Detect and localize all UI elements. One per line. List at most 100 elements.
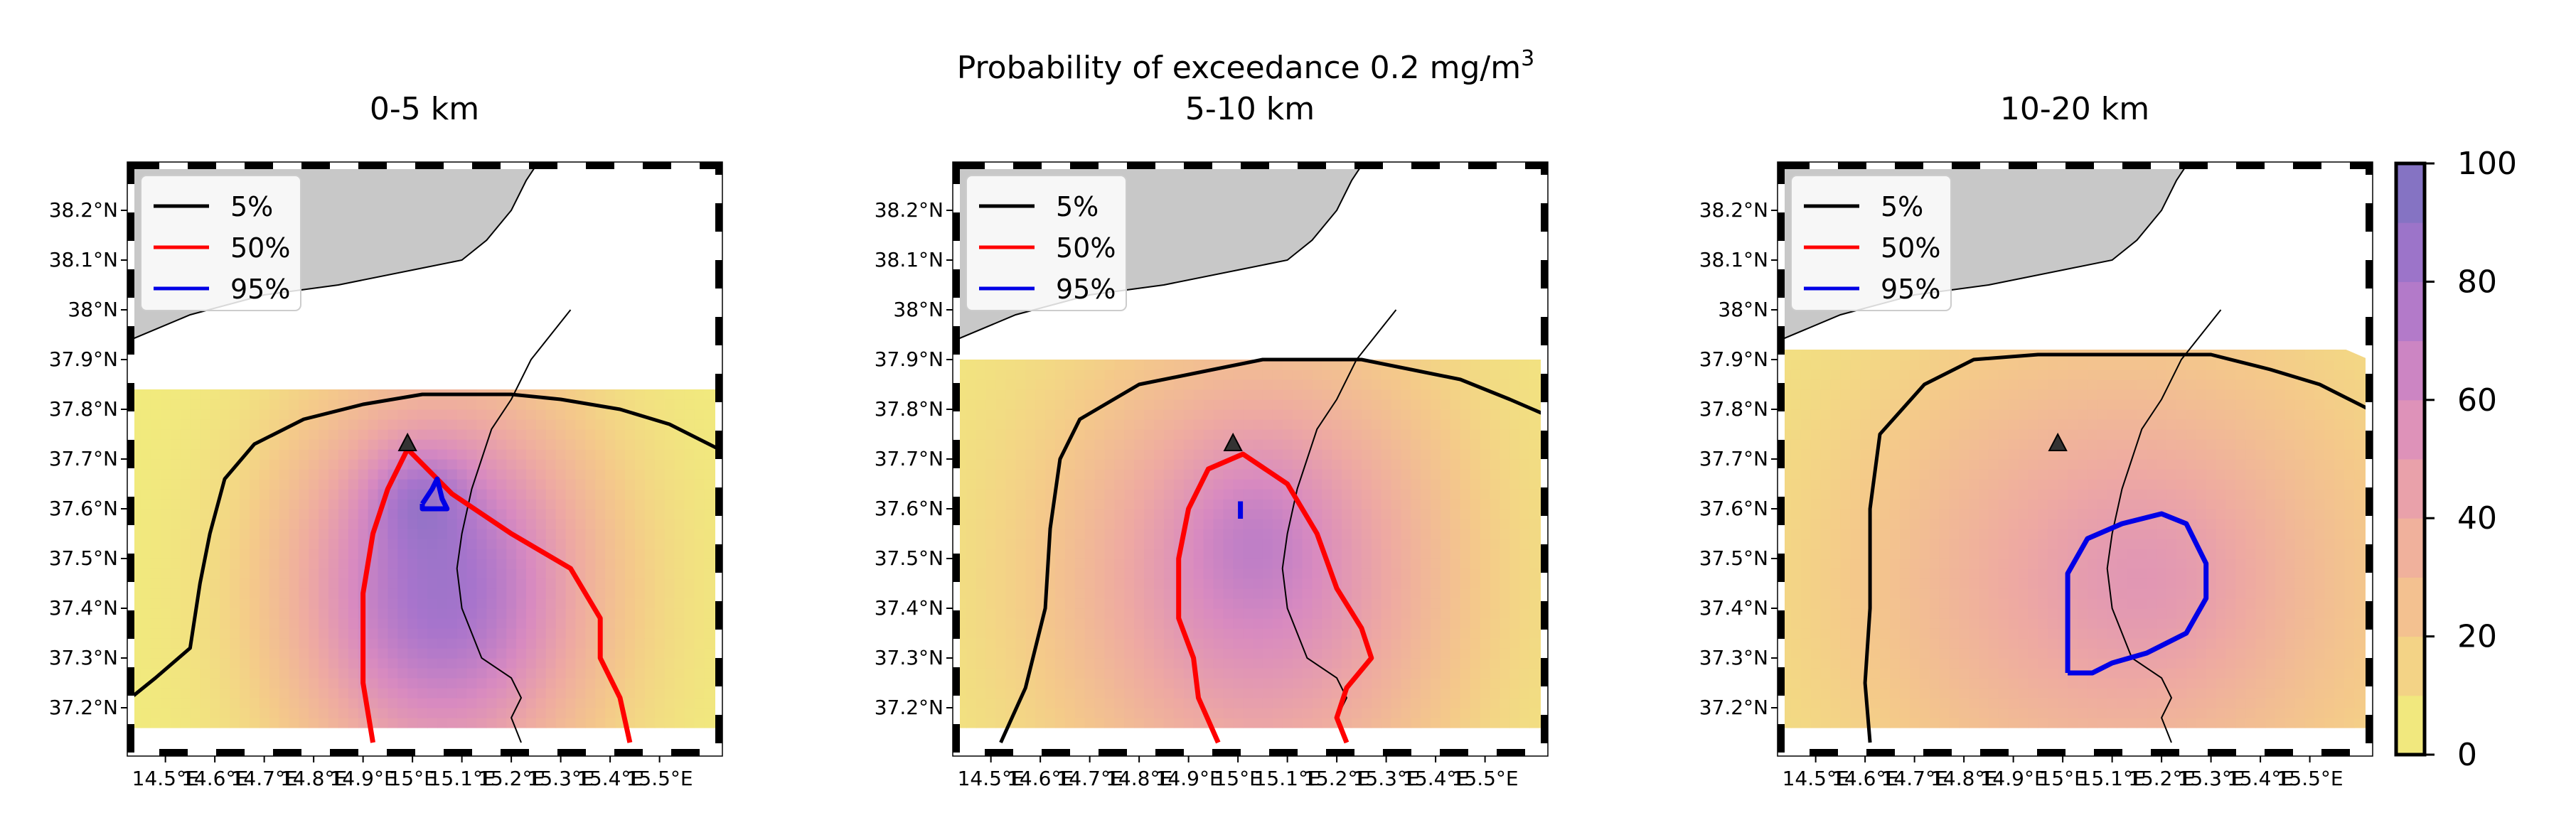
y-tick-label: 38.1°N — [49, 248, 118, 271]
heatmap-cell — [417, 668, 428, 679]
heatmap-cell — [230, 399, 240, 410]
heatmap-cell — [338, 578, 349, 589]
heatmap-cell — [1213, 688, 1224, 699]
heatmap-cell — [1243, 618, 1254, 629]
heatmap-cell — [1094, 698, 1106, 708]
heatmap-cell — [1015, 389, 1026, 400]
heatmap-cell — [1352, 588, 1362, 599]
heatmap-cell — [259, 698, 270, 708]
heatmap-cell — [1450, 360, 1461, 370]
heatmap-cell — [2334, 718, 2345, 728]
heatmap-cell — [309, 658, 319, 669]
heatmap-cell — [1401, 519, 1411, 529]
heatmap-cell — [1381, 678, 1392, 689]
heatmap-cell — [170, 588, 181, 599]
heatmap-cell — [150, 638, 161, 649]
heatmap-cell — [1302, 568, 1313, 579]
heatmap-cell — [526, 608, 537, 619]
heatmap-cell — [170, 529, 181, 539]
heatmap-cell — [694, 449, 705, 460]
heatmap-cell — [985, 419, 997, 430]
heatmap-cell — [1025, 608, 1036, 619]
heatmap-cell — [516, 429, 527, 440]
heatmap-cell — [1480, 419, 1491, 430]
heatmap-cell — [299, 568, 309, 579]
heatmap-cell — [976, 509, 987, 519]
heatmap-cell — [1421, 628, 1431, 639]
heatmap-cell — [1342, 628, 1352, 639]
heatmap-cell — [654, 568, 666, 579]
heatmap-cell — [985, 469, 997, 480]
heatmap-cell — [1233, 678, 1244, 689]
heatmap-cell — [170, 439, 181, 450]
heatmap-cell — [545, 489, 557, 500]
heatmap-cell — [1322, 648, 1332, 659]
heatmap-cell — [545, 578, 557, 589]
heatmap-cell — [2048, 678, 2058, 689]
heatmap-cell — [180, 658, 191, 669]
heatmap-cell — [1213, 718, 1224, 728]
heatmap-cell — [397, 618, 408, 629]
heatmap-cell — [654, 539, 666, 549]
heatmap-cell — [348, 638, 359, 649]
heatmap-cell — [664, 489, 675, 500]
heatmap-cell — [239, 678, 250, 689]
heatmap-cell — [1371, 539, 1382, 549]
heatmap-cell — [1480, 559, 1491, 569]
heatmap-cell — [338, 668, 349, 679]
heatmap-cell — [1114, 668, 1125, 679]
heatmap-cell — [348, 578, 359, 589]
heatmap-cell — [1460, 489, 1471, 500]
heatmap-cell — [2068, 718, 2078, 728]
heatmap-cell — [1203, 419, 1214, 430]
heatmap-cell — [1509, 429, 1520, 440]
heatmap-cell — [976, 399, 987, 410]
heatmap-cell — [694, 519, 705, 529]
heatmap-cell — [1253, 419, 1263, 430]
heatmap-cell — [180, 509, 191, 519]
heatmap-cell — [1094, 479, 1106, 490]
heatmap-cell — [1233, 389, 1244, 400]
heatmap-cell — [506, 678, 517, 689]
heatmap-cell — [1183, 608, 1195, 619]
heatmap-cell — [269, 519, 280, 529]
heatmap-cell — [210, 608, 220, 619]
heatmap-cell — [1094, 469, 1106, 480]
heatmap-cell — [456, 449, 468, 460]
heatmap-cell — [338, 429, 349, 440]
heatmap-cell — [1371, 370, 1382, 380]
heatmap-cell — [516, 519, 527, 529]
heatmap-cell — [407, 399, 418, 410]
heatmap-cell — [1332, 360, 1342, 370]
heatmap-cell — [210, 568, 220, 579]
heatmap-cell — [368, 618, 379, 629]
heatmap-cell — [1025, 708, 1036, 718]
heatmap-cell — [1025, 489, 1036, 500]
heatmap-cell — [575, 539, 586, 549]
heatmap-cell — [634, 648, 646, 659]
heatmap-cell — [289, 708, 299, 718]
heatmap-cell — [1262, 708, 1273, 718]
heatmap-cell — [1529, 568, 1540, 579]
heatmap-cell — [309, 598, 319, 609]
heatmap-cell — [1163, 439, 1175, 450]
heatmap-cell — [1154, 578, 1165, 589]
heatmap-cell — [190, 529, 201, 539]
heatmap-cell — [1470, 668, 1481, 679]
heatmap-cell — [1421, 509, 1431, 519]
heatmap-cell — [200, 439, 210, 450]
heatmap-cell — [1490, 439, 1501, 450]
heatmap-cell — [230, 389, 240, 400]
heatmap-cell — [1055, 718, 1066, 728]
x-tick-label: 15.4°E — [1402, 767, 1469, 790]
heatmap-cell — [2225, 638, 2236, 649]
heatmap-cell — [506, 429, 517, 440]
heatmap-cell — [1391, 668, 1402, 679]
heatmap-cell — [605, 529, 616, 539]
heatmap-cell — [1529, 459, 1540, 470]
heatmap-cell — [1243, 370, 1254, 380]
heatmap-cell — [1441, 668, 1451, 679]
heatmap-cell — [1460, 370, 1471, 380]
heatmap-cell — [2018, 638, 2029, 649]
heatmap-cell — [417, 409, 428, 420]
